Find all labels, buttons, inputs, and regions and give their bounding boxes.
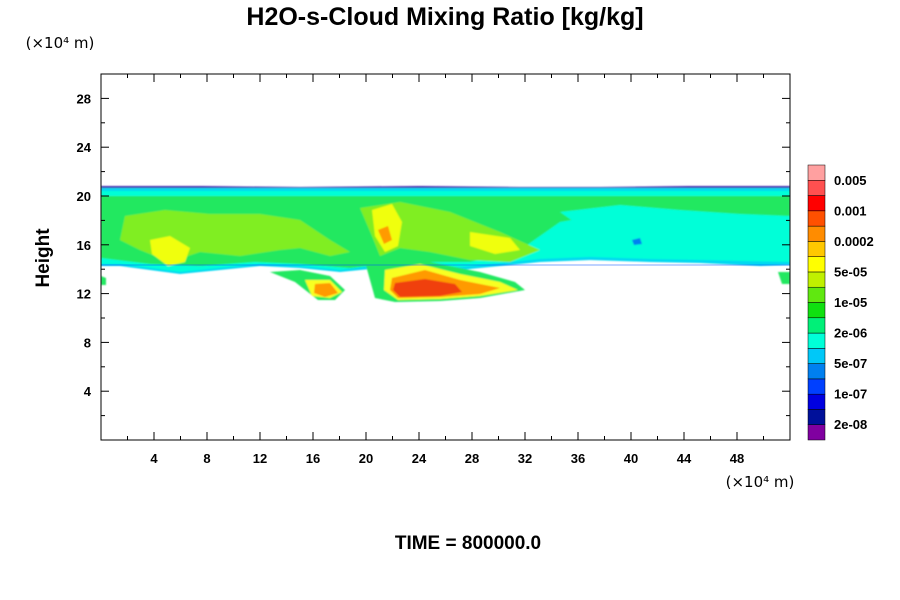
x-tick-label: 44 bbox=[677, 451, 692, 466]
y-tick-label: 8 bbox=[84, 335, 91, 350]
y-tick-label: 20 bbox=[77, 189, 91, 204]
colorbar-swatch bbox=[807, 210, 826, 227]
x-tick-label: 8 bbox=[203, 451, 210, 466]
colorbar-label: 5e-07 bbox=[834, 356, 867, 371]
x-tick-label: 32 bbox=[518, 451, 532, 466]
y-tick-label: 24 bbox=[77, 140, 92, 155]
patch-yellow-left bbox=[150, 236, 190, 266]
x-tick-label: 28 bbox=[465, 451, 479, 466]
colorbar-swatch bbox=[807, 286, 826, 303]
chart-title: H2O-s-Cloud Mixing Ratio [kg/kg] bbox=[246, 3, 643, 31]
y-axis-label: Height bbox=[33, 228, 54, 288]
colorbar-swatch bbox=[807, 378, 826, 395]
patch-orange-small bbox=[378, 226, 392, 244]
colorbar-label: 0.005 bbox=[834, 173, 867, 188]
colorbar-swatch bbox=[807, 225, 826, 242]
colorbar-label: 0.0002 bbox=[834, 234, 874, 249]
colorbar-label: 5e-05 bbox=[834, 264, 867, 279]
x-axis-unit: (×10⁴ m) bbox=[726, 473, 795, 491]
colorbar-label: 0.001 bbox=[834, 203, 867, 218]
patch-red-core bbox=[393, 279, 462, 297]
y-tick-label: 16 bbox=[77, 238, 91, 253]
patch-green-edge-left bbox=[101, 276, 106, 285]
time-label: TIME = 800000.0 bbox=[395, 533, 541, 554]
colorbar-swatch bbox=[807, 241, 826, 257]
y-tick-label: 12 bbox=[77, 287, 91, 302]
x-tick-label: 36 bbox=[571, 451, 585, 466]
contour-field bbox=[101, 186, 790, 302]
colorbar-swatch bbox=[807, 317, 826, 334]
colorbar-swatch bbox=[807, 164, 826, 181]
x-tick-label: 12 bbox=[253, 451, 267, 466]
colorbar-label: 1e-07 bbox=[834, 387, 867, 402]
colorbar-swatch bbox=[807, 195, 826, 212]
colorbar-swatch bbox=[807, 256, 826, 273]
patch-yellow-right bbox=[470, 232, 520, 254]
colorbar-swatch bbox=[807, 393, 826, 410]
colorbar-swatch bbox=[807, 409, 826, 425]
y-axis: 4 8 12 16 20 24 28 bbox=[77, 91, 790, 417]
colorbar-swatch bbox=[807, 271, 826, 288]
y-tick-label: 28 bbox=[77, 91, 91, 106]
colorbar-label: 2e-06 bbox=[834, 326, 867, 341]
patch-orange-lower-left bbox=[314, 283, 338, 297]
colorbar-swatch bbox=[807, 424, 826, 441]
colorbar-label: 2e-08 bbox=[834, 417, 867, 432]
x-tick-label: 4 bbox=[150, 451, 158, 466]
colorbar-swatch bbox=[807, 332, 826, 349]
y-axis-unit: (×10⁴ m) bbox=[26, 34, 95, 52]
x-tick-label: 48 bbox=[730, 451, 744, 466]
colorbar-swatch bbox=[807, 348, 826, 364]
x-tick-label: 24 bbox=[412, 451, 427, 466]
colorbar-swatch bbox=[807, 180, 826, 196]
x-tick-label: 40 bbox=[624, 451, 638, 466]
x-tick-label: 20 bbox=[359, 451, 373, 466]
y-tick-label: 4 bbox=[84, 384, 92, 399]
patch-blue-speck bbox=[632, 238, 642, 245]
patch-cyan-right bbox=[560, 205, 790, 246]
colorbar-swatch bbox=[807, 302, 826, 319]
x-axis: 4 8 12 16 20 24 28 32 36 40 44 48 bbox=[127, 74, 764, 466]
x-tick-label: 16 bbox=[306, 451, 320, 466]
patch-green-edge-right bbox=[778, 272, 790, 284]
colorbar: 2e-08 1e-07 5e-07 2e-06 1e-05 5e-05 0.0002 0.00… bbox=[807, 164, 874, 441]
colorbar-label: 1e-05 bbox=[834, 295, 867, 310]
colorbar-swatch bbox=[807, 363, 826, 380]
